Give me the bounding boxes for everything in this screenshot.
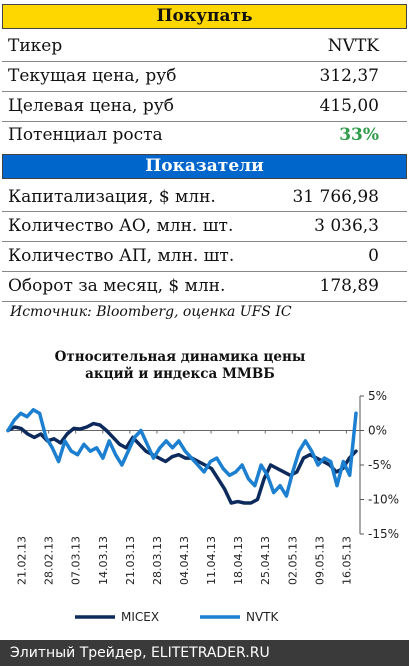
x-tick-label: 09.05.13: [313, 536, 326, 585]
series-line-nvtk: [6, 408, 358, 498]
row-label: Тикер: [8, 36, 63, 56]
buy-header: Покупать: [2, 4, 407, 29]
row-divider: [2, 271, 407, 272]
row-value: 415,00: [319, 96, 379, 116]
series-line-micex: [6, 421, 358, 505]
legend-label-nvtk: NVTK: [246, 610, 280, 624]
legend-label-micex: MICEX: [121, 610, 159, 624]
source-note: Источник: Bloomberg, оценка UFS IC: [10, 304, 292, 320]
price-dynamics-chart: 5% 0% -5% -10% -15% 21.02.13 28.02.13 07.03.13 1…: [6, 389, 399, 624]
x-tick-label: 04.04.13: [178, 536, 191, 585]
capitalization-row: Капитализация, $ млн. 31 766,98: [8, 183, 379, 211]
row-label: Потенциал роста: [8, 125, 163, 145]
target-price-row: Целевая цена, руб 415,00: [8, 92, 379, 120]
chart-title-line2: акций и индекса ММВБ: [85, 366, 275, 382]
row-divider: [2, 121, 407, 122]
row-divider: [2, 301, 407, 302]
row-divider: [2, 61, 407, 62]
row-value: NVTK: [327, 36, 379, 56]
row-label: Целевая цена, руб: [8, 96, 174, 116]
y-tick-label: -10%: [368, 493, 399, 507]
y-tick-label: 0%: [368, 424, 387, 438]
row-value: 178,89: [319, 276, 379, 296]
preferred-shares-row: Количество АП, млн. шт. 0: [8, 242, 379, 270]
row-divider: [2, 241, 407, 242]
row-divider: [2, 91, 407, 92]
ticker-row: Тикер NVTK: [8, 32, 379, 60]
row-label: Текущая цена, руб: [8, 66, 177, 86]
x-tick-label: 21.02.13: [16, 536, 29, 585]
x-tick-label: 02.05.13: [286, 536, 299, 585]
row-divider: [2, 211, 407, 212]
upside-row: Потенциал роста 33%: [8, 121, 379, 149]
chart-title-line1: Относительная динамика цены: [54, 349, 306, 365]
x-tick-label: 11.04.13: [205, 536, 218, 585]
x-tick-label: 25.04.13: [259, 536, 272, 585]
x-tick-label: 14.03.13: [97, 536, 110, 585]
x-tick-label: 21.03.13: [124, 536, 137, 585]
monthly-turnover-row: Оборот за месяц, $ млн. 178,89: [8, 272, 379, 300]
row-label: Количество АП, млн. шт.: [8, 246, 235, 266]
x-tick-label: 16.05.13: [340, 536, 353, 585]
x-tick-label: 07.03.13: [70, 536, 83, 585]
row-label: Капитализация, $ млн.: [8, 187, 216, 207]
x-tick-label: 28.02.13: [43, 536, 56, 585]
common-shares-row: Количество АО, млн. шт. 3 036,3: [8, 212, 379, 240]
y-tick-label: -5%: [368, 458, 391, 472]
x-tick-label: 18.04.13: [232, 536, 245, 585]
row-label: Количество АО, млн. шт.: [8, 216, 234, 236]
x-tick-label: 28.03.13: [151, 536, 164, 585]
row-value: 0: [368, 246, 379, 266]
indicators-header: Показатели: [2, 154, 407, 179]
row-value: 3 036,3: [314, 216, 379, 236]
row-value: 31 766,98: [292, 187, 379, 207]
current-price-row: Текущая цена, руб 312,37: [8, 62, 379, 90]
y-tick-label: -15%: [368, 527, 399, 541]
y-tick-label: 5%: [368, 389, 387, 403]
row-value: 312,37: [319, 66, 379, 86]
upside-value: 33%: [339, 125, 379, 145]
row-label: Оборот за месяц, $ млн.: [8, 276, 226, 296]
footer-bar: Элитный Трейдер, ELITETRADER.RU: [0, 640, 409, 666]
